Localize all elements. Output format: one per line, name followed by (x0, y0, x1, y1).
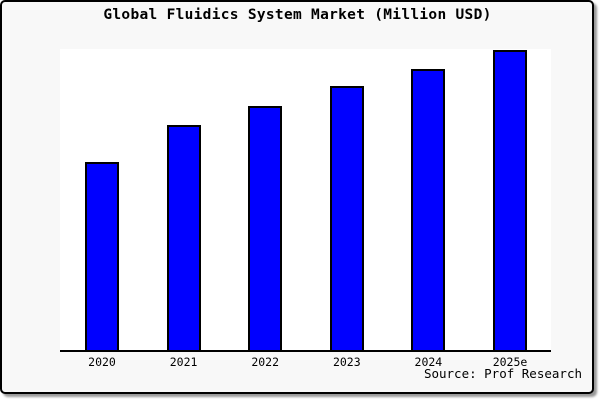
x-axis-label-2025e: 2025e (492, 355, 528, 369)
x-axis-label-2021: 2021 (169, 355, 198, 369)
bar-2022 (248, 106, 283, 350)
x-axis-label-2022: 2022 (251, 355, 280, 369)
chart-title: Global Fluidics System Market (Million U… (103, 7, 492, 23)
bar-2020 (85, 162, 119, 350)
x-axis-label-2020: 2020 (88, 355, 116, 369)
x-axis-label-2023: 2023 (332, 355, 361, 369)
bar-2024 (411, 69, 446, 350)
plot-area (60, 49, 551, 352)
bar-2025e (493, 50, 527, 350)
x-axis-label-2024: 2024 (414, 355, 443, 369)
bar-2023 (329, 86, 364, 350)
source-credit: Source: Prof Research (423, 366, 582, 381)
bar-2021 (166, 125, 201, 350)
